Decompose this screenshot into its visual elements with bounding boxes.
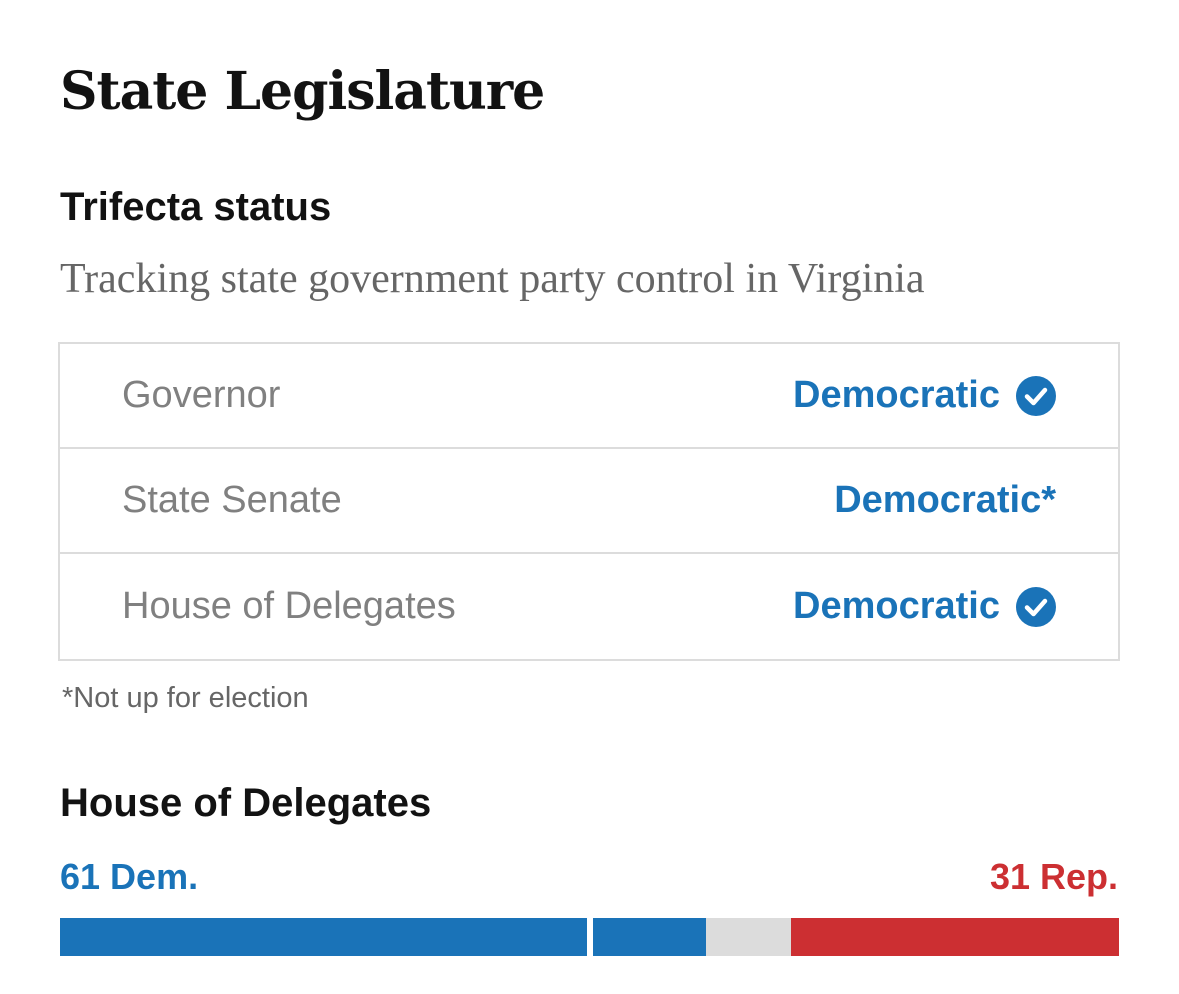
trifecta-row-state-senate: State Senate Democratic* xyxy=(60,449,1118,554)
trifecta-row-governor: Governor Democratic xyxy=(60,344,1118,449)
row-label-state-senate: State Senate xyxy=(122,479,342,521)
seat-segment-rep xyxy=(790,918,1119,956)
party-value: Democratic* xyxy=(834,479,1056,521)
trifecta-subtitle: Tracking state government party control … xyxy=(60,256,925,302)
party-value: Democratic xyxy=(793,374,1000,416)
trifecta-table: Governor Democratic State Senate Democra… xyxy=(58,342,1120,661)
house-heading: House of Delegates xyxy=(60,781,432,825)
seat-bar xyxy=(60,918,1119,956)
trifecta-row-house-of-delegates: House of Delegates Democratic xyxy=(60,554,1118,659)
seat-count-row: 61 Dem. 31 Rep. xyxy=(60,856,1118,898)
page-title: State Legislature xyxy=(60,61,545,122)
footnote: *Not up for election xyxy=(62,682,309,714)
rep-seat-count: 31 Rep. xyxy=(989,856,1118,897)
row-value-state-senate: Democratic* xyxy=(834,479,1056,522)
check-circle-icon xyxy=(1016,586,1056,627)
seat-segment-undecided xyxy=(705,918,791,956)
row-label-governor: Governor xyxy=(122,374,281,416)
row-label-house-of-delegates: House of Delegates xyxy=(122,585,456,627)
party-value: Democratic xyxy=(793,585,1000,627)
row-value-house-of-delegates: Democratic xyxy=(793,585,1056,628)
dem-seat-count: 61 Dem. xyxy=(60,856,199,897)
check-circle-icon xyxy=(1016,375,1056,416)
trifecta-heading: Trifecta status xyxy=(60,185,332,229)
row-value-governor: Democratic xyxy=(793,374,1056,417)
seat-segment-dem xyxy=(592,918,706,956)
seat-segment-dem xyxy=(60,918,587,956)
